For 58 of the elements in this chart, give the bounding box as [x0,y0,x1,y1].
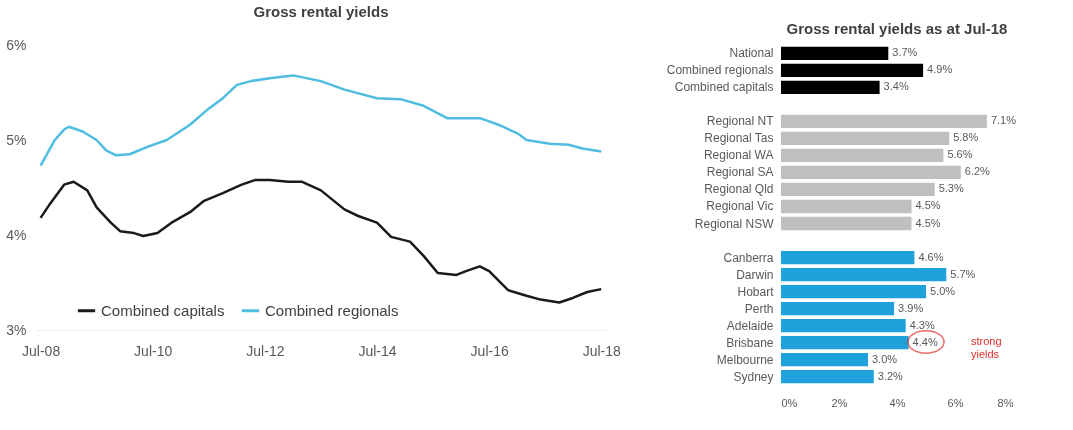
data-label: 5.8% [953,131,979,144]
data-label: 4.3% [909,318,935,331]
data-label: 6.2% [964,165,991,178]
y-tick-label: Regional SA [706,165,774,180]
x-tick-label: Jul-14 [358,342,397,359]
y-tick-label: Regional WA [703,148,774,163]
x-tick-label: 8% [997,396,1014,409]
y-tick-label: 6% [6,36,27,53]
y-tick-label: Regional Vic [706,199,774,214]
x-tick-label: 0% [781,396,798,409]
x-tick-label: Jul-16 [470,342,509,359]
y-tick-label: 3% [6,321,27,338]
y-tick-label: Melbourne [716,352,774,367]
data-label: 3.4% [883,80,909,93]
data-label: 5.3% [938,182,964,195]
data-label: 5.7% [950,267,976,280]
y-tick-label: Regional NSW [694,216,775,231]
y-tick-label: 5% [6,131,27,148]
y-tick-label: Perth [744,301,774,316]
data-label: 3.9% [898,301,924,314]
y-tick-label: Hobart [737,284,775,299]
data-label: 4.9% [927,63,953,76]
annotation: strong yields [971,335,1002,360]
y-tick-label: Darwin [736,267,774,282]
data-label: 4.5% [915,216,941,229]
line-series [39,178,603,304]
data-label: 4.4% [912,335,938,348]
data-label: 4.6% [918,250,944,263]
x-tick-label: Jul-10 [134,342,173,359]
y-tick-label: Regional Qld [704,182,774,197]
chart-title: Gross rental yields as at Jul-18 [786,20,1008,37]
y-tick-label: Regional Tas [704,131,774,146]
y-tick-label: Combined regionals [666,63,774,78]
y-tick-label: 4% [6,226,27,243]
line-series [39,74,603,167]
y-tick-label: Sydney [733,369,774,384]
data-label: 5.0% [930,284,956,297]
chart-title: Gross rental yields [253,3,389,20]
x-tick-label: Jul-12 [246,342,285,359]
y-tick-label: Adelaide [726,318,774,333]
x-tick-label: Jul-08 [22,342,61,359]
legend-label: Combined capitals [101,301,225,319]
y-tick-label: Brisbane [726,335,774,350]
x-tick-label: Jul-18 [582,342,622,359]
x-tick-label: 4% [889,396,906,409]
data-label: 4.5% [915,199,941,212]
data-label: 3.0% [872,352,898,365]
legend-label: Combined regionals [265,301,399,319]
y-tick-label: Combined capitals [674,80,774,95]
x-tick-label: 6% [947,396,964,409]
data-label: 3.2% [877,369,904,382]
data-label: 5.6% [947,148,973,161]
y-tick-label: National [729,46,774,61]
x-tick-label: 2% [831,396,848,409]
data-label: 3.7% [892,46,918,59]
y-tick-label: Regional NT [706,114,775,129]
y-tick-label: Canberra [723,250,774,265]
data-label: 7.1% [990,114,1017,127]
